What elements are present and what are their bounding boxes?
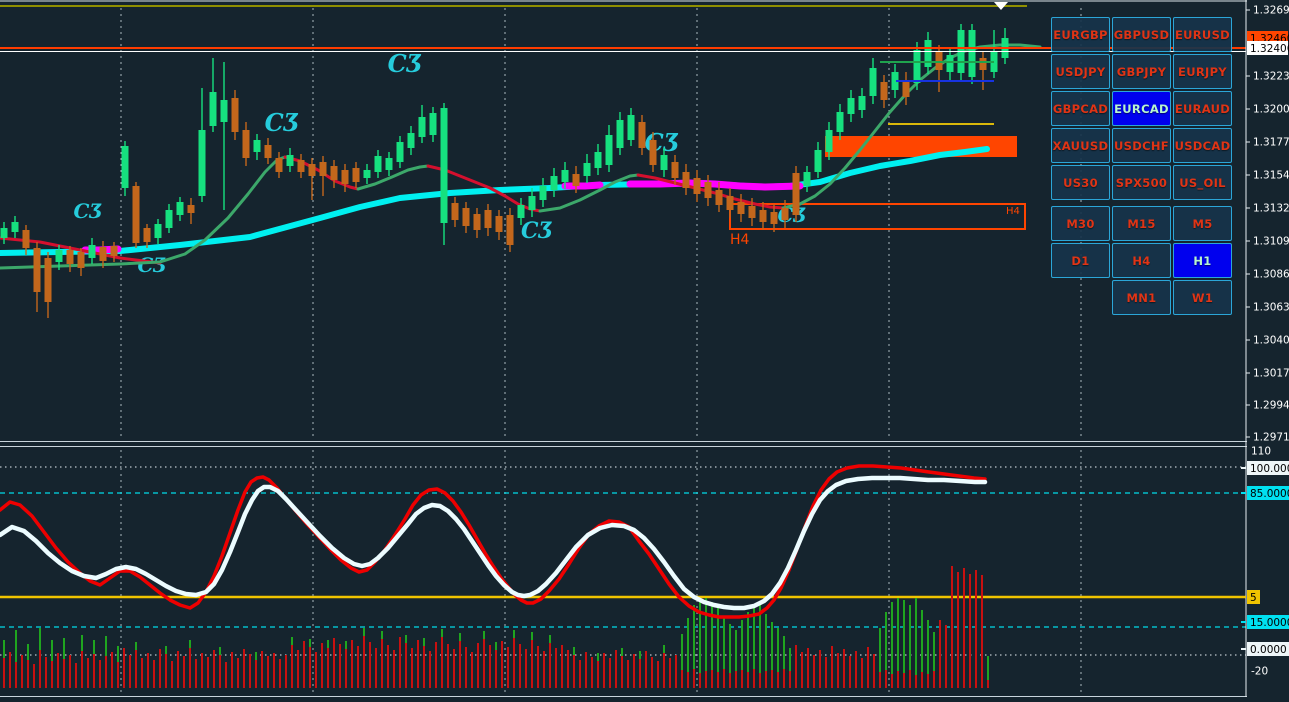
osc-signal-red (0, 464, 987, 619)
svg-text:110: 110 (1251, 446, 1271, 458)
timeframe-button-m30[interactable]: M30 (1051, 206, 1110, 241)
symbol-button-eurusd[interactable]: EURUSD (1173, 17, 1232, 52)
symbol-button-us30[interactable]: US30 (1051, 165, 1110, 200)
svg-text:1.30860: 1.30860 (1253, 269, 1289, 281)
price-level-lines (0, 2, 1246, 125)
svg-text:1.31775: 1.31775 (1253, 137, 1289, 149)
svg-text:1.29715: 1.29715 (1253, 432, 1289, 444)
timeframe-button-m15[interactable]: M15 (1112, 206, 1171, 241)
timeframe-button-h1[interactable]: H1 (1173, 243, 1232, 278)
timeframe-button-d1[interactable]: D1 (1051, 243, 1110, 278)
svg-text:CƷ: CƷ (73, 199, 102, 223)
svg-text:85.0000: 85.0000 (1250, 488, 1289, 500)
symbol-button-gbpusd[interactable]: GBPUSD (1112, 17, 1171, 52)
oscillator-histogram (3, 566, 989, 688)
symbol-button-usdcad[interactable]: USDCAD (1173, 128, 1232, 163)
symbol-button-xauusd[interactable]: XAUUSD (1051, 128, 1110, 163)
oscillator-lines (0, 464, 988, 619)
svg-text:1.32005: 1.32005 (1253, 104, 1289, 116)
osc-main-white (0, 475, 988, 611)
symbol-button-eurgbp[interactable]: EURGBP (1051, 17, 1110, 52)
svg-text:CƷ: CƷ (521, 218, 553, 244)
svg-text:1.31320: 1.31320 (1253, 203, 1289, 215)
svg-text:15.0000: 15.0000 (1250, 617, 1289, 629)
svg-text:1.31545: 1.31545 (1253, 170, 1289, 182)
svg-text:1.30630: 1.30630 (1253, 302, 1289, 314)
oscillator-panel (0, 450, 1246, 694)
svg-text:-20: -20 (1251, 666, 1268, 678)
timeframe-button-h4[interactable]: H4 (1112, 243, 1171, 278)
svg-text:1.32690: 1.32690 (1253, 5, 1289, 17)
symbol-button-eurcad[interactable]: EURCAD (1112, 91, 1171, 126)
symbol-button-eurjpy[interactable]: EURJPY (1173, 54, 1232, 89)
symbol-button-gbpcad[interactable]: GBPCAD (1051, 91, 1110, 126)
alert-triangle-marker (994, 2, 1008, 10)
svg-text:1.29945: 1.29945 (1253, 400, 1289, 412)
symbol-button-usdchf[interactable]: USDCHF (1112, 128, 1171, 163)
svg-text:1.32235: 1.32235 (1253, 71, 1289, 83)
h4-zone-label-below: H4 (730, 232, 750, 248)
svg-text:1.30405: 1.30405 (1253, 335, 1289, 347)
current-bid-price-box (1247, 41, 1288, 55)
symbol-button-euraud[interactable]: EURAUD (1173, 91, 1232, 126)
svg-text:0.0000: 0.0000 (1250, 644, 1287, 656)
h4-zone-label-inside: H4 (1006, 206, 1020, 217)
price-axis: 1.32690 1.32235 1.32005 1.31775 1.31545 1.313… (1241, 0, 1289, 702)
svg-text:1.30175: 1.30175 (1253, 368, 1289, 380)
symbol-button-spx500[interactable]: SPX500 (1112, 165, 1171, 200)
panel-separators (0, 441, 1289, 697)
svg-text:100.0000: 100.0000 (1250, 463, 1289, 475)
svg-text:CƷ: CƷ (265, 108, 300, 137)
svg-text:1.32406: 1.32406 (1250, 43, 1289, 55)
svg-text:1.31090: 1.31090 (1253, 236, 1289, 248)
timeframe-button-m5[interactable]: M5 (1173, 206, 1232, 241)
symbol-button-usdjpy[interactable]: USDJPY (1051, 54, 1110, 89)
symbol-button-us_oil[interactable]: US_OIL (1173, 165, 1232, 200)
svg-text:CƷ: CƷ (137, 253, 166, 277)
timeframe-button-mn1[interactable]: MN1 (1112, 280, 1171, 315)
svg-text:CƷ: CƷ (388, 49, 423, 78)
svg-text:5: 5 (1250, 592, 1257, 604)
timeframe-button-w1[interactable]: W1 (1173, 280, 1232, 315)
symbol-button-gbpjpy[interactable]: GBPJPY (1112, 54, 1171, 89)
